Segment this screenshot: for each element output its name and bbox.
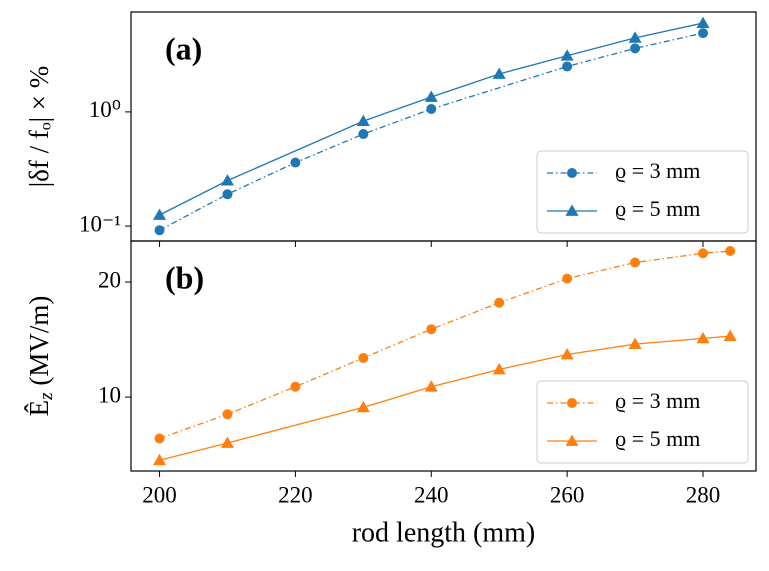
- marker-circle: [358, 352, 369, 363]
- y-tick-label: 10⁻¹: [79, 211, 121, 236]
- marker-circle: [698, 248, 709, 259]
- marker-circle: [290, 157, 301, 168]
- panel-label: (a): [165, 30, 202, 66]
- marker-circle: [630, 257, 641, 268]
- marker-triangle: [723, 329, 737, 341]
- marker-triangle: [153, 453, 167, 466]
- marker-triangle: [424, 90, 438, 102]
- marker-triangle: [220, 174, 234, 186]
- y-axis-label: |δf / fₒ| × %: [24, 66, 54, 188]
- marker-triangle: [628, 337, 642, 350]
- marker-circle: [154, 433, 165, 444]
- legend-box: [536, 150, 749, 234]
- marker-triangle: [492, 67, 506, 79]
- marker-circle: [222, 409, 233, 420]
- marker-circle: [562, 273, 573, 284]
- x-tick-label: 280: [686, 482, 721, 507]
- x-tick-label: 200: [142, 482, 177, 507]
- marker-triangle: [220, 436, 234, 448]
- marker-circle: [358, 129, 369, 140]
- marker-triangle: [356, 400, 370, 413]
- x-axis-label: rod length (mm): [352, 517, 536, 548]
- legend-box: [536, 380, 749, 464]
- legend-marker: [567, 398, 577, 408]
- marker-triangle: [356, 114, 370, 127]
- marker-triangle: [424, 380, 438, 392]
- series-line: [159, 22, 704, 216]
- marker-circle: [222, 189, 233, 200]
- marker-circle: [154, 225, 165, 236]
- marker-circle: [426, 104, 437, 115]
- axes-frame: [130, 240, 757, 472]
- x-tick-label: 260: [550, 482, 585, 507]
- legend-marker: [565, 204, 579, 216]
- legend: ϱ = 3 mm ϱ = 5 mm: [536, 380, 749, 464]
- marker-triangle: [560, 49, 574, 61]
- marker-circle: [698, 28, 709, 39]
- marker-triangle: [696, 16, 710, 28]
- marker-circle: [494, 297, 505, 308]
- legend: ϱ = 3 mm ϱ = 5 mm: [536, 150, 749, 234]
- series-line: [159, 250, 731, 440]
- marker-triangle: [560, 348, 574, 360]
- series-line: [159, 32, 704, 231]
- marker-triangle: [696, 331, 710, 344]
- marker-triangle: [628, 31, 642, 43]
- legend-label: ϱ = 3 mm: [615, 158, 700, 183]
- marker-triangle: [492, 362, 506, 375]
- y-tick-label: 10⁰: [89, 97, 121, 122]
- legend-label: ϱ = 5 mm: [615, 426, 700, 451]
- marker-circle: [290, 381, 301, 392]
- x-tick-label: 240: [414, 482, 449, 507]
- x-tick-label: 220: [278, 482, 313, 507]
- marker-circle: [725, 246, 736, 257]
- marker-circle: [562, 61, 573, 72]
- marker-circle: [630, 43, 641, 54]
- legend-label: ϱ = 3 mm: [615, 388, 700, 413]
- panel-label: (b): [165, 259, 204, 295]
- marker-triangle: [153, 208, 167, 220]
- y-axis-label: Êz (MV/m): [24, 296, 57, 417]
- marker-circle: [426, 324, 437, 335]
- y-tick-label: 20: [98, 267, 121, 292]
- y-tick-label: 10: [98, 382, 121, 407]
- legend-marker: [567, 168, 577, 178]
- legend-marker: [565, 434, 579, 446]
- legend-label: ϱ = 5 mm: [615, 196, 700, 221]
